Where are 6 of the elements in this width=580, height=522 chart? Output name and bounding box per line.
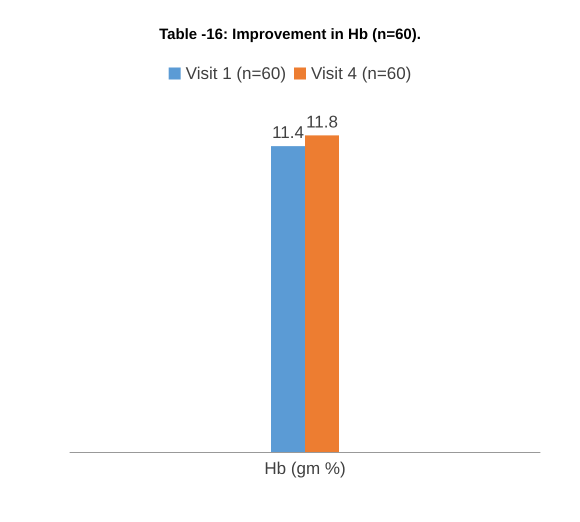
x-tick-label: Hb (gm %)	[264, 459, 346, 478]
data-label: 11.8	[306, 112, 338, 132]
data-label: 11.4	[272, 123, 304, 142]
chart-title: Table -16: Improvement in Hb (n=60).	[159, 26, 421, 43]
legend-label: Visit 4 (n=60)	[311, 64, 412, 83]
legend-label: Visit 1 (n=60)	[186, 64, 286, 83]
